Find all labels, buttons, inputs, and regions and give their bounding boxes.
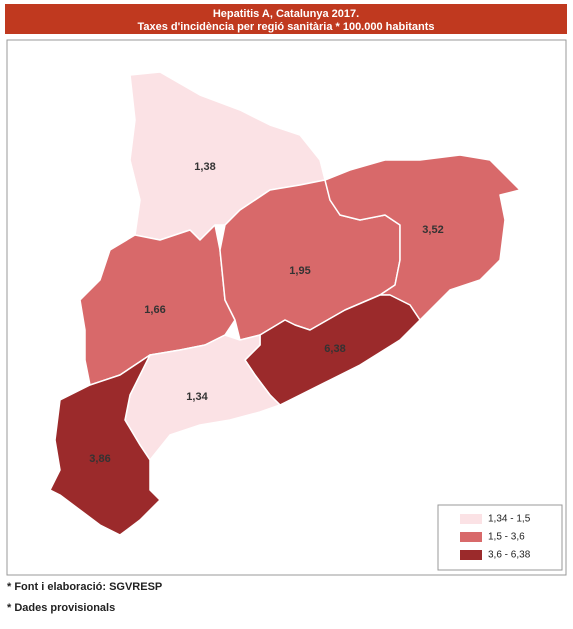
region-label: 3,52 bbox=[422, 224, 443, 236]
legend-label: 1,34 - 1,5 bbox=[488, 514, 531, 525]
region-label: 1,95 bbox=[289, 265, 310, 277]
legend-label: 1,5 - 3,6 bbox=[488, 532, 525, 543]
legend-box bbox=[437, 504, 563, 571]
region-label: 1,38 bbox=[194, 161, 215, 173]
footnote: * Dades provisionals bbox=[7, 602, 115, 614]
region-label: 3,86 bbox=[89, 453, 110, 465]
region-label: 1,34 bbox=[186, 391, 208, 403]
legend: 1,34 - 1,5 1,5 - 3,6 3,6 - 6,38 bbox=[460, 514, 531, 561]
footnote: * Font i elaboració: SGVRESP bbox=[7, 581, 162, 593]
legend-swatch bbox=[460, 550, 482, 560]
region-label: 6,38 bbox=[324, 343, 345, 355]
regions bbox=[49, 71, 521, 536]
region bbox=[49, 354, 161, 536]
region bbox=[324, 154, 521, 321]
region-labels: 1,38 1,66 1,95 3,52 6,38 1,34 3,86 bbox=[89, 161, 443, 465]
legend-swatch bbox=[460, 514, 482, 524]
region-label: 1,66 bbox=[144, 304, 165, 316]
subtitle: Taxes d'incidència per regió sanitària *… bbox=[137, 21, 434, 33]
title: Hepatitis A, Catalunya 2017. bbox=[213, 8, 359, 20]
legend-label: 3,6 - 6,38 bbox=[488, 550, 531, 561]
legend-swatch bbox=[460, 532, 482, 542]
title-bar bbox=[5, 4, 567, 34]
